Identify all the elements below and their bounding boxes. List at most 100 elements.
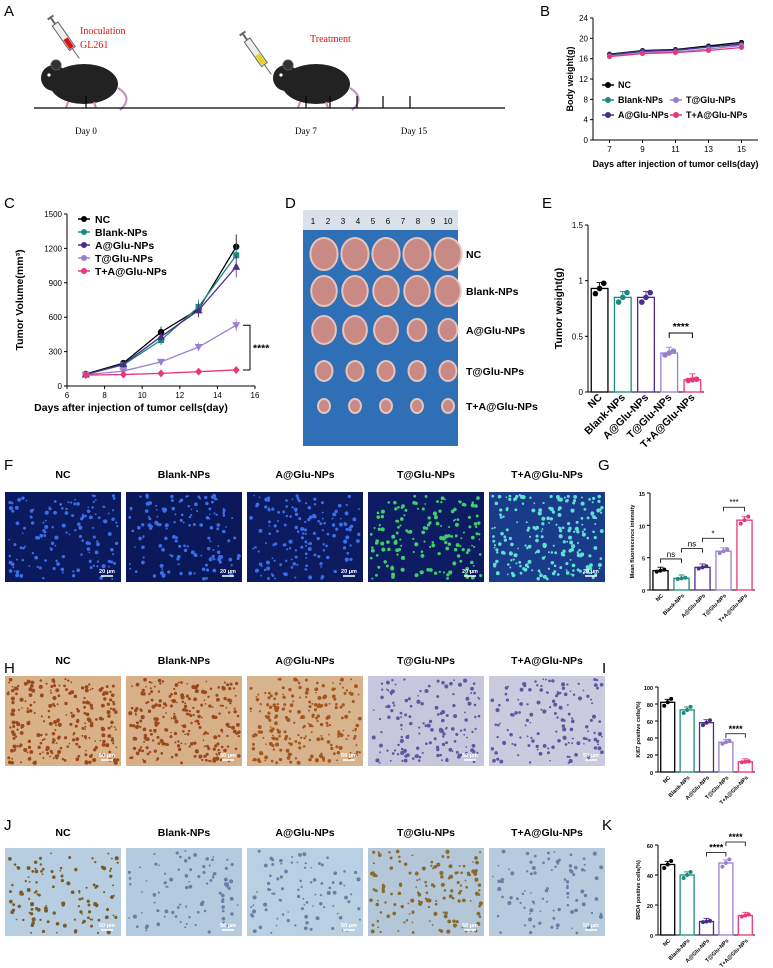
cell-dot <box>41 873 44 876</box>
cell-dot <box>227 711 231 714</box>
cell-dot <box>284 559 288 563</box>
cell-dot <box>272 748 276 751</box>
cell-dot <box>416 507 419 510</box>
cell-dot <box>437 551 441 556</box>
bar <box>613 296 632 393</box>
cell-dot <box>511 573 516 578</box>
cell-dot <box>105 743 110 748</box>
cell-dot <box>318 753 324 759</box>
cell-dot <box>459 559 463 563</box>
cell-dot <box>321 517 324 520</box>
cell-dot <box>275 924 278 927</box>
cell-dot <box>353 870 358 875</box>
cell-dot <box>320 501 324 505</box>
tumor-sample <box>433 237 463 271</box>
cell-dot <box>495 708 500 713</box>
cell-dot <box>356 750 359 754</box>
cell-dot <box>93 494 96 498</box>
cell-dot <box>372 737 375 740</box>
cell-dot <box>198 725 202 729</box>
cell-dot <box>428 920 431 923</box>
cell-dot <box>168 694 172 698</box>
cell-dot <box>51 740 55 744</box>
cell-dot <box>221 685 225 690</box>
cell-dot <box>189 868 193 872</box>
cell-dot <box>300 545 304 549</box>
cell-dot <box>216 523 221 527</box>
y-axis-label: Ki67 positive cells(%) <box>636 701 642 757</box>
cell-dot <box>353 734 357 738</box>
cell-dot <box>273 559 276 562</box>
cell-dot <box>310 754 314 759</box>
cell-dot <box>347 734 350 737</box>
cell-dot <box>149 729 152 732</box>
cell-dot <box>380 541 385 546</box>
cell-dot <box>11 720 16 725</box>
cell-dot <box>474 727 477 731</box>
cell-dot <box>566 891 570 895</box>
cell-dot <box>145 924 150 929</box>
cell-dot <box>174 719 179 724</box>
cell-dot <box>54 544 57 547</box>
legend-marker <box>605 82 611 88</box>
cell-dot <box>205 516 210 520</box>
cell-dot <box>406 530 410 534</box>
cell-dot <box>320 734 323 737</box>
cell-dot <box>519 564 522 568</box>
legend-label: T@Glu-NPs <box>686 95 736 105</box>
cell-dot <box>107 726 111 730</box>
data-point <box>701 723 706 728</box>
cell-dot <box>322 759 325 762</box>
tumor-sample <box>410 398 424 414</box>
cell-dot <box>36 893 39 896</box>
cell-dot <box>322 543 325 546</box>
day-label: Day 7 <box>295 126 317 136</box>
cell-dot <box>204 732 207 735</box>
cell-dot <box>588 554 592 558</box>
x-tick-label: 16 <box>251 391 260 400</box>
data-point <box>693 376 700 382</box>
cell-dot <box>523 906 526 910</box>
cell-dot <box>107 559 112 564</box>
data-point <box>739 760 744 765</box>
cell-dot <box>100 753 103 755</box>
cell-dot <box>12 744 17 749</box>
cell-dot <box>471 501 474 504</box>
cell-dot <box>424 724 428 728</box>
cell-dot <box>566 903 570 907</box>
cell-dot <box>266 703 270 707</box>
cell-dot <box>375 553 379 557</box>
tumor-sample <box>309 237 339 271</box>
cell-dot <box>279 858 283 863</box>
cell-dot <box>208 704 212 708</box>
cell-dot <box>370 871 375 876</box>
cell-dot <box>317 703 321 706</box>
cell-dot <box>111 517 115 521</box>
cell-dot <box>314 893 317 896</box>
cell-dot <box>227 882 230 884</box>
cell-dot <box>395 548 400 553</box>
cell-dot <box>12 732 16 737</box>
cell-dot <box>473 504 478 508</box>
cell-dot <box>510 542 514 547</box>
cell-dot <box>221 909 225 913</box>
cell-dot <box>130 706 134 710</box>
cell-dot <box>150 690 154 694</box>
cell-dot <box>136 525 141 530</box>
cell-dot <box>217 544 220 547</box>
cell-dot <box>300 536 304 540</box>
cell-dot <box>57 694 61 698</box>
cell-dot <box>257 730 261 734</box>
cell-dot <box>23 681 28 686</box>
cell-dot <box>393 501 397 505</box>
cell-dot <box>341 686 344 689</box>
cell-dot <box>598 567 601 570</box>
cell-dot <box>519 687 524 692</box>
cell-dot <box>279 748 283 752</box>
cell-dot <box>188 916 191 919</box>
cell-dot <box>255 697 260 702</box>
cell-dot <box>51 525 54 529</box>
cell-dot <box>22 918 25 922</box>
cell-dot <box>188 884 193 889</box>
